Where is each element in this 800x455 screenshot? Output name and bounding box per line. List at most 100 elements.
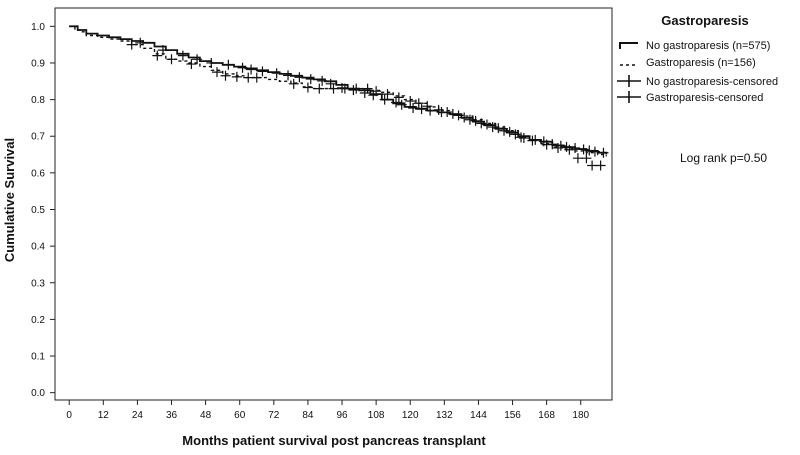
x-tick-label: 108 bbox=[368, 410, 385, 421]
series-line-no-gastroparesis bbox=[69, 25, 608, 155]
censor-mark-gastroparesis bbox=[393, 92, 404, 103]
censor-mark-gastroparesis bbox=[433, 104, 444, 115]
legend-plus-icon bbox=[617, 91, 641, 103]
censor-mark-no-gastroparesis bbox=[530, 134, 541, 145]
legend: Gastroparesis No gastroparesis (n=575) G… bbox=[617, 13, 778, 104]
x-tick-label: 168 bbox=[538, 410, 555, 421]
censor-mark-no-gastroparesis bbox=[157, 45, 168, 56]
censor-mark-gastroparesis bbox=[453, 110, 464, 121]
x-tick-label: 0 bbox=[66, 410, 72, 421]
y-tick-label: 0.2 bbox=[31, 315, 45, 326]
legend-label: No gastroparesis (n=575) bbox=[646, 40, 770, 52]
censor-mark-gastroparesis bbox=[362, 83, 373, 94]
x-tick-label: 84 bbox=[302, 410, 314, 421]
censor-mark-no-gastroparesis bbox=[396, 99, 407, 110]
censor-mark-no-gastroparesis bbox=[447, 108, 458, 119]
censor-mark-no-gastroparesis bbox=[589, 146, 600, 157]
legend-label: No gastroparesis-censored bbox=[646, 76, 778, 88]
censor-mark-no-gastroparesis bbox=[416, 104, 427, 115]
censor-mark-no-gastroparesis bbox=[459, 112, 470, 123]
censor-mark-gastroparesis bbox=[493, 123, 504, 134]
censor-marks bbox=[126, 37, 609, 171]
censor-mark-gastroparesis bbox=[231, 71, 242, 82]
x-tick-label: 96 bbox=[336, 410, 348, 421]
x-axis-title: Months patient survival post pancreas tr… bbox=[182, 433, 486, 448]
censor-mark-gastroparesis bbox=[251, 72, 262, 83]
y-tick-label: 0.9 bbox=[31, 58, 45, 69]
censor-mark-no-gastroparesis bbox=[206, 57, 217, 68]
censor-mark-gastroparesis bbox=[339, 83, 350, 94]
x-tick-label: 156 bbox=[504, 410, 521, 421]
y-tick-label: 0.1 bbox=[31, 352, 45, 363]
x-tick-label: 12 bbox=[98, 410, 110, 421]
axes: 0.0 0.1 0.2 0.3 0.4 0.5 0.6 0.7 0.8 0.9 1.0 0 12 24 36… bbox=[31, 7, 613, 421]
censor-mark-gastroparesis bbox=[481, 119, 492, 130]
censor-mark-gastroparesis bbox=[211, 67, 222, 78]
censor-mark-gastroparesis bbox=[166, 54, 177, 65]
censor-mark-no-gastroparesis bbox=[257, 66, 268, 77]
censor-mark-no-gastroparesis bbox=[584, 145, 595, 156]
censor-mark-no-gastroparesis bbox=[271, 68, 282, 79]
censor-mark-gastroparesis bbox=[288, 78, 299, 89]
censor-mark-gastroparesis bbox=[243, 72, 254, 83]
censor-mark-gastroparesis bbox=[152, 50, 163, 61]
y-axis-title: Cumulative Survival bbox=[2, 138, 17, 262]
censor-mark-gastroparesis bbox=[470, 115, 481, 126]
censor-mark-gastroparesis bbox=[314, 83, 325, 94]
censor-mark-no-gastroparesis bbox=[499, 125, 510, 136]
censor-mark-gastroparesis bbox=[382, 89, 393, 100]
x-tick-label: 120 bbox=[402, 410, 419, 421]
legend-solid-line-icon bbox=[619, 42, 638, 49]
censor-mark-no-gastroparesis bbox=[283, 70, 294, 81]
y-tick-label: 0.8 bbox=[31, 95, 45, 106]
censor-mark-no-gastroparesis bbox=[408, 103, 419, 114]
censor-mark-gastroparesis bbox=[220, 70, 231, 81]
censor-mark-gastroparesis bbox=[516, 132, 527, 143]
censor-mark-no-gastroparesis bbox=[237, 62, 248, 73]
censor-mark-no-gastroparesis bbox=[510, 129, 521, 140]
x-tick-label: 36 bbox=[166, 410, 178, 421]
censor-mark-no-gastroparesis bbox=[325, 78, 336, 89]
y-tick-label: 0.4 bbox=[31, 242, 45, 253]
plot-frame bbox=[54, 7, 613, 401]
legend-title: Gastroparesis bbox=[661, 13, 748, 28]
censor-mark-gastroparesis bbox=[504, 126, 515, 137]
censor-mark-no-gastroparesis bbox=[476, 118, 487, 129]
censor-mark-no-gastroparesis bbox=[348, 85, 359, 96]
censor-mark-no-gastroparesis bbox=[487, 122, 498, 133]
censor-mark-no-gastroparesis bbox=[555, 140, 566, 151]
x-tick-label: 24 bbox=[132, 410, 144, 421]
y-tick-label: 0.5 bbox=[31, 205, 45, 216]
censor-mark-no-gastroparesis bbox=[518, 133, 529, 144]
censor-mark-gastroparesis bbox=[413, 98, 424, 109]
legend-entry-gastroparesis: Gastroparesis (n=156) bbox=[620, 57, 756, 69]
censor-mark-no-gastroparesis bbox=[598, 147, 609, 158]
censor-mark-gastroparesis bbox=[126, 39, 137, 50]
y-tick-label: 0.3 bbox=[31, 278, 45, 289]
censor-mark-gastroparesis bbox=[553, 142, 564, 153]
censor-mark-no-gastroparesis bbox=[294, 72, 305, 83]
censor-mark-gastroparesis bbox=[595, 160, 606, 171]
censor-mark-gastroparesis bbox=[351, 83, 362, 94]
censor-mark-gastroparesis bbox=[541, 139, 552, 150]
censor-mark-no-gastroparesis bbox=[177, 50, 188, 61]
x-tick-label: 48 bbox=[200, 410, 212, 421]
legend-entry-no-gastroparesis-censored: No gastroparesis-censored bbox=[617, 75, 778, 88]
censor-mark-no-gastroparesis bbox=[379, 94, 390, 105]
x-tick-label: 72 bbox=[268, 410, 280, 421]
x-tick-label: 60 bbox=[234, 410, 246, 421]
legend-entry-no-gastroparesis: No gastroparesis (n=575) bbox=[619, 40, 770, 52]
censor-mark-no-gastroparesis bbox=[317, 75, 328, 86]
censor-mark-gastroparesis bbox=[587, 160, 598, 171]
censor-mark-no-gastroparesis bbox=[464, 114, 475, 125]
censor-mark-no-gastroparesis bbox=[359, 87, 370, 98]
censor-mark-gastroparesis bbox=[405, 96, 416, 107]
x-tick-label: 132 bbox=[436, 410, 453, 421]
log-rank-annotation: Log rank p=0.50 bbox=[680, 151, 767, 165]
legend-entry-gastroparesis-censored: Gastroparesis-censored bbox=[617, 91, 763, 104]
censor-mark-gastroparesis bbox=[422, 101, 433, 112]
legend-plus-icon bbox=[617, 75, 641, 87]
legend-label: Gastroparesis-censored bbox=[646, 92, 763, 104]
legend-label: Gastroparesis (n=156) bbox=[646, 57, 756, 69]
